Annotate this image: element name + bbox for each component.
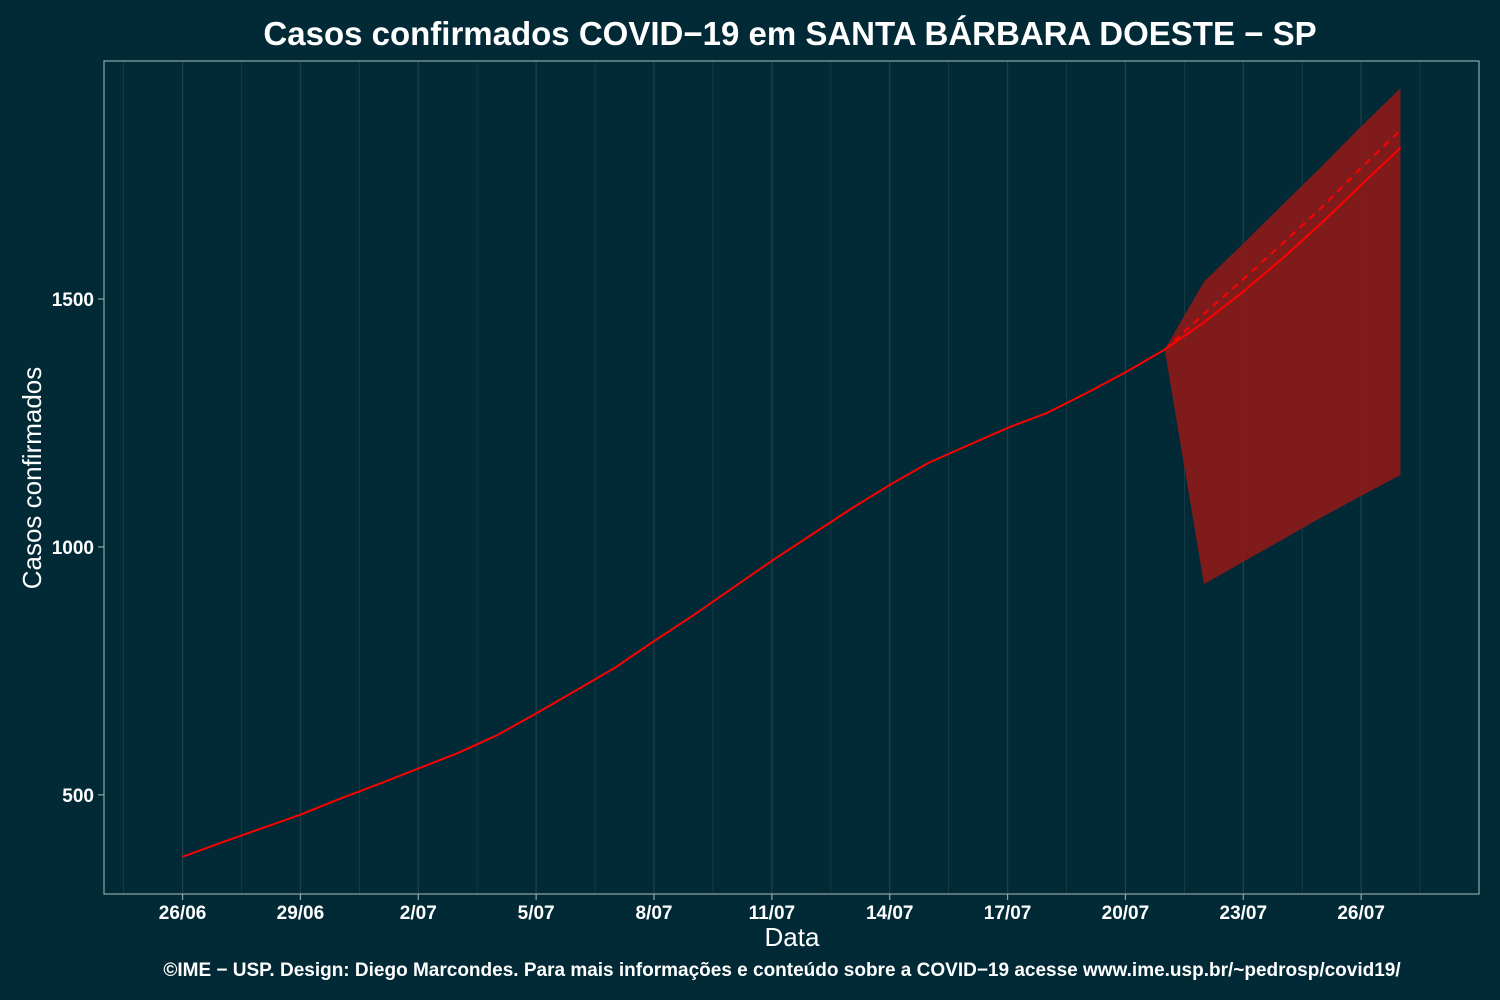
x-tick-label: 26/07	[1337, 903, 1385, 924]
x-tick-label: 20/07	[1102, 903, 1150, 924]
x-tick-label: 11/07	[749, 903, 796, 924]
y-axis-title: Casos confirmados	[17, 367, 47, 590]
x-axis-title: Data	[765, 922, 820, 952]
x-tick-label: 23/07	[1220, 903, 1268, 924]
x-tick-label: 2/07	[400, 903, 437, 924]
y-tick-label: 500	[62, 786, 94, 807]
cases-line	[182, 147, 1402, 858]
prediction-interval-band	[1164, 88, 1401, 585]
x-tick-label: 14/07	[866, 903, 914, 924]
y-axis-ticks: 500 1000 1500	[52, 290, 104, 807]
x-axis-ticks: 26/06 29/06 2/07 5/07 8/07 11/07 14/07 17/07 20/…	[159, 894, 1385, 924]
x-tick-label: 8/07	[636, 903, 673, 924]
y-tick-label: 1500	[52, 290, 94, 311]
x-tick-label: 26/06	[159, 903, 207, 924]
prediction-interval	[1164, 88, 1401, 585]
x-tick-label: 17/07	[984, 903, 1032, 924]
y-tick-label: 1000	[52, 538, 94, 559]
chart-title: Casos confirmados COVID−19 em SANTA BÁRB…	[263, 15, 1316, 52]
series-lines	[182, 129, 1402, 858]
x-tick-label: 5/07	[518, 903, 555, 924]
x-tick-label: 29/06	[277, 903, 325, 924]
chart-caption: ©IME − USP. Design: Diego Marcondes. Par…	[163, 960, 1401, 981]
plot-panel-border	[103, 60, 1480, 895]
grid-lines	[123, 61, 1480, 894]
forecast-line-dashed	[1164, 129, 1402, 351]
